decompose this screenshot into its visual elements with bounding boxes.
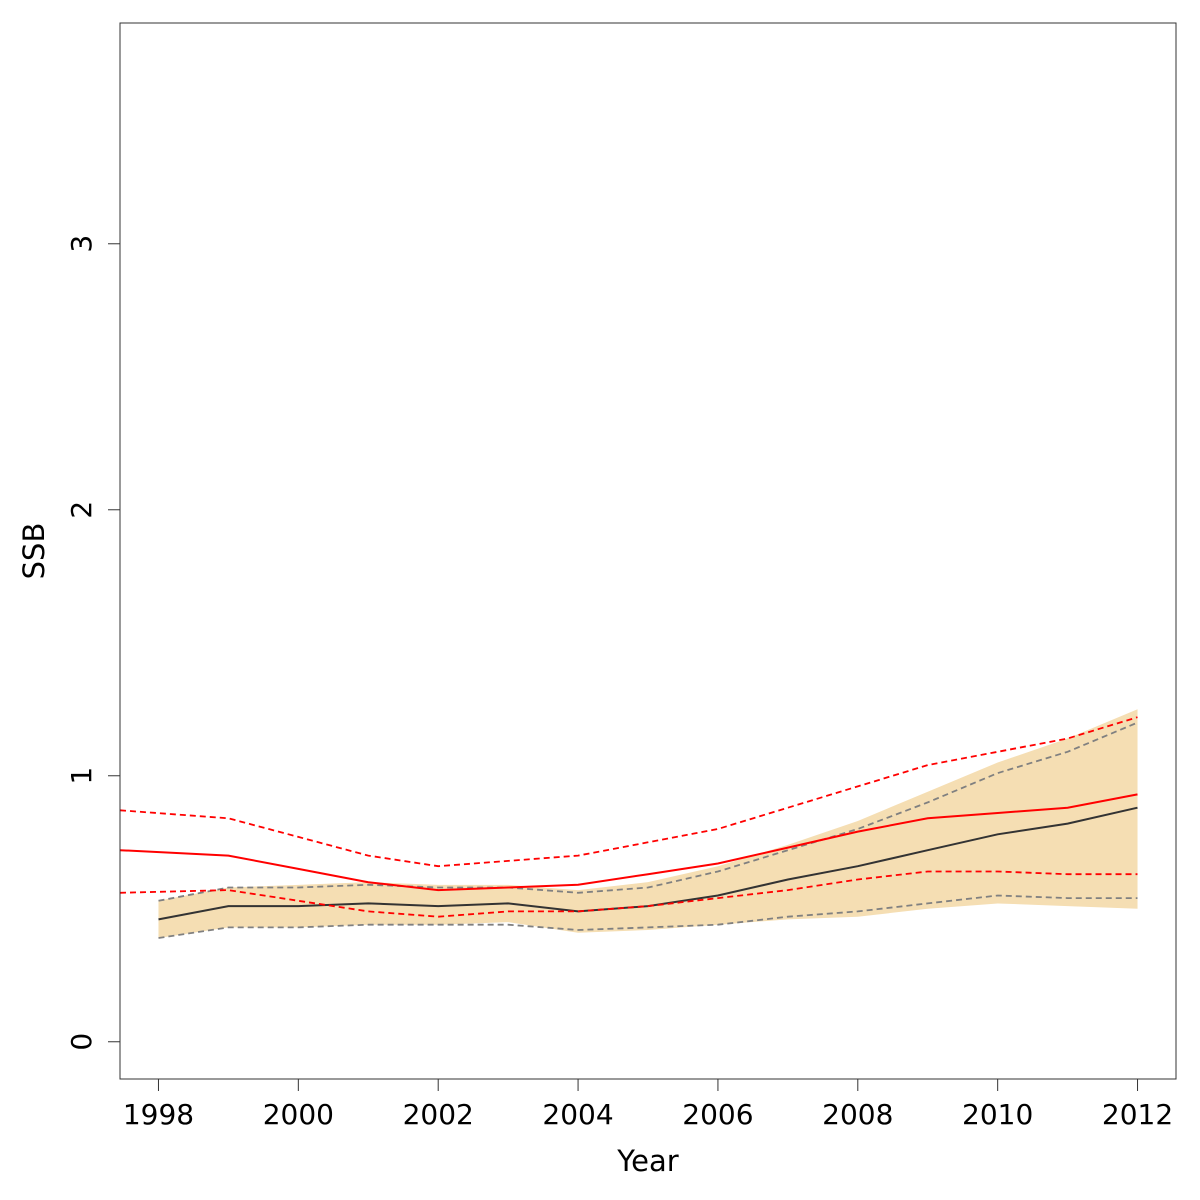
x-tick-label: 2002 — [403, 1098, 474, 1131]
y-axis-title: SSB — [17, 523, 51, 580]
x-tick-label: 2008 — [822, 1098, 893, 1131]
x-tick-label: 2004 — [542, 1098, 613, 1131]
x-tick-label: 2000 — [263, 1098, 334, 1131]
x-tick-label: 2010 — [962, 1098, 1033, 1131]
y-tick-label: 2 — [65, 501, 98, 519]
confidence-band — [158, 709, 1138, 939]
series-line-4 — [120, 793, 1138, 892]
x-axis-title: Year — [616, 1144, 678, 1178]
series-line-3 — [158, 721, 1138, 902]
series-line-5 — [120, 716, 1138, 868]
confidence-band-layer — [158, 709, 1138, 939]
series-layer — [120, 716, 1138, 939]
plot-frame — [119, 22, 1177, 1080]
y-tick-label: 0 — [65, 1033, 98, 1051]
series-line-2 — [158, 894, 1138, 939]
y-tick-label: 3 — [65, 235, 98, 253]
x-axis: 1998 2000 2002 2004 2006 2008 2010 2012 — [123, 1079, 1173, 1131]
series-line-6 — [120, 870, 1138, 918]
x-tick-label: 1998 — [123, 1098, 194, 1131]
x-tick-label: 2006 — [682, 1098, 753, 1131]
y-tick-label: 1 — [65, 767, 98, 785]
x-tick-label: 2012 — [1102, 1098, 1173, 1131]
y-axis: 0 1 2 3 — [65, 235, 120, 1051]
